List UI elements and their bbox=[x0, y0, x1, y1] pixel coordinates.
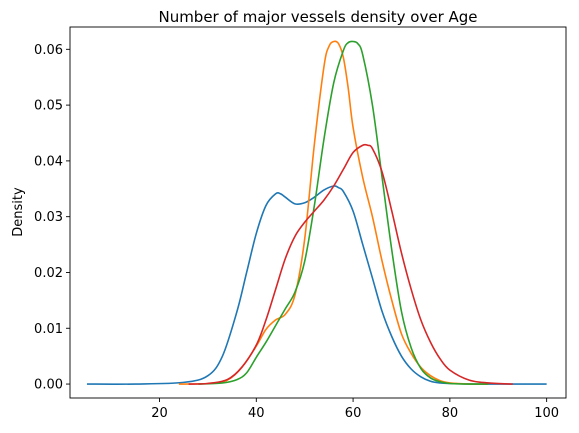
y-tick-label: 0.03 bbox=[34, 210, 63, 225]
y-tick-label: 0.02 bbox=[34, 266, 63, 281]
y-axis-label: Density bbox=[11, 187, 26, 237]
y-tick-label: 0.04 bbox=[34, 154, 63, 169]
y-tick-label: 0.01 bbox=[34, 322, 63, 337]
density-line-4 bbox=[188, 143, 513, 385]
x-tick-label: 100 bbox=[534, 406, 559, 421]
density-line-3 bbox=[198, 40, 489, 385]
chart-title: Number of major vessels density over Age bbox=[158, 8, 477, 26]
x-tick-label: 60 bbox=[345, 406, 362, 421]
lines-layer bbox=[86, 40, 547, 385]
x-tick-label: 80 bbox=[442, 406, 459, 421]
y-tick-label: 0.06 bbox=[34, 43, 63, 58]
density-line-1 bbox=[86, 185, 547, 385]
ticks-layer: 20 40 60 80 100 0.00 0.01 0.02 0.03 0.04 0.05 0.06 bbox=[34, 43, 559, 421]
y-tick-label: 0.00 bbox=[34, 378, 63, 393]
density-line-2 bbox=[178, 40, 489, 385]
x-tick-label: 40 bbox=[248, 406, 265, 421]
y-tick-label: 0.05 bbox=[34, 99, 63, 114]
plot-frame bbox=[69, 26, 567, 399]
x-tick-label: 20 bbox=[151, 406, 168, 421]
